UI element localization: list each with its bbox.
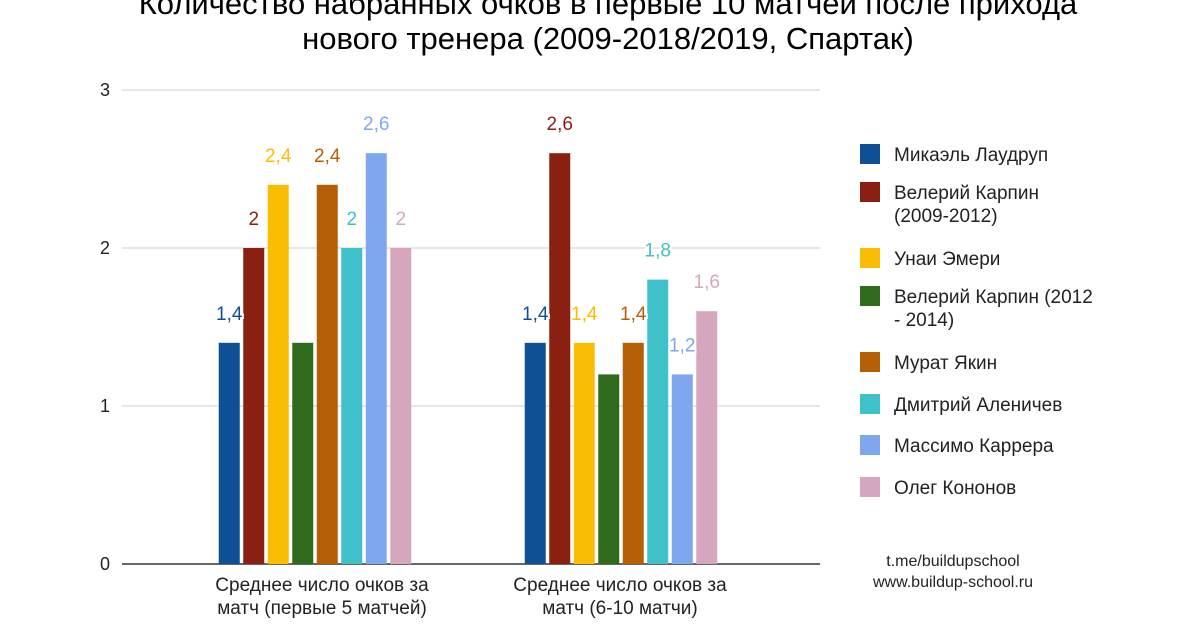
legend-label: Дмитрий Аленичев <box>894 395 1062 416</box>
y-tick-label: 2 <box>100 238 110 258</box>
data-label: 1,8 <box>645 241 671 262</box>
legend-swatch <box>860 286 880 306</box>
credit-website: www.buildup-school.ru <box>872 574 1033 591</box>
legend-swatch <box>860 477 880 497</box>
chart-title-line-2: нового тренера (2009-2018/2019, Спартак) <box>302 21 914 56</box>
data-label: 1,6 <box>694 272 720 293</box>
data-label: 2 <box>395 209 406 230</box>
x-category-label: матч (6-10 матчи) <box>542 598 697 619</box>
data-label: 2 <box>248 209 259 230</box>
bar <box>573 342 595 564</box>
bar <box>622 342 644 564</box>
bar <box>218 342 240 564</box>
bar <box>647 279 669 564</box>
x-category-label: Среднее число очков за <box>215 575 429 596</box>
legend-swatch <box>860 182 880 202</box>
bar <box>341 248 363 564</box>
y-tick-label: 3 <box>100 80 110 100</box>
credit-telegram: t.me/buildupschool <box>886 553 1019 570</box>
legend-label: Унаи Эмери <box>894 249 1000 270</box>
data-label: 2,6 <box>547 114 573 135</box>
legend-swatch <box>860 248 880 268</box>
data-label: 1,2 <box>669 335 695 356</box>
legend-swatch <box>860 352 880 372</box>
x-category-label: Среднее число очков за <box>513 575 727 596</box>
legend-label: Массимо Каррера <box>894 436 1054 457</box>
legend-label: Велерий Карпин <box>894 183 1039 204</box>
legend-swatch <box>860 394 880 414</box>
data-label: 2 <box>346 209 357 230</box>
data-label: 1,4 <box>620 304 647 325</box>
chart-title-line-1: Количество набранных очков в первые 10 м… <box>139 0 1078 21</box>
data-label: 2,4 <box>314 146 341 167</box>
bar <box>671 374 693 564</box>
y-tick-label: 0 <box>100 554 110 574</box>
data-label: 1,4 <box>216 304 243 325</box>
bar <box>316 184 338 565</box>
legend-label: Велерий Карпин (2012 <box>894 287 1093 308</box>
bar <box>524 342 546 564</box>
bar <box>267 184 289 565</box>
bar <box>390 248 412 564</box>
legend-label: Олег Кононов <box>894 478 1016 499</box>
data-label: 1,4 <box>571 304 598 325</box>
legend-label: Мурат Якин <box>894 353 997 374</box>
legend-label: Микаэль Лаудруп <box>894 145 1048 166</box>
legend-label: (2009-2012) <box>894 206 998 227</box>
bars <box>218 153 718 565</box>
bar <box>598 374 620 564</box>
legend: Микаэль Лаудруп Велерий Карпин(2009-2012)… <box>860 144 1093 499</box>
bar <box>243 248 265 564</box>
data-labels: 1,4 1,4 2 2,6 2,4 1,4 2,4 1,4 2 1,8 2,6 1,2 2 1,6 <box>214 112 722 358</box>
legend-label: - 2014) <box>894 310 954 331</box>
data-label: 1,4 <box>522 304 549 325</box>
chart-title: Количество набранных очков в первые 10 м… <box>139 0 1078 56</box>
data-label: 2,4 <box>265 146 292 167</box>
x-category-label: матч (первые 5 матчей) <box>217 598 427 619</box>
y-tick-label: 1 <box>100 396 110 416</box>
bar <box>696 311 718 564</box>
data-label: 2,6 <box>363 114 389 135</box>
legend-swatch <box>860 435 880 455</box>
credits: t.me/buildupschool www.buildup-school.ru <box>872 553 1033 591</box>
bar <box>549 153 571 564</box>
bar <box>292 342 314 564</box>
bar <box>365 153 387 564</box>
y-axis-ticks: 0 1 2 3 <box>100 80 110 574</box>
legend-swatch <box>860 144 880 164</box>
